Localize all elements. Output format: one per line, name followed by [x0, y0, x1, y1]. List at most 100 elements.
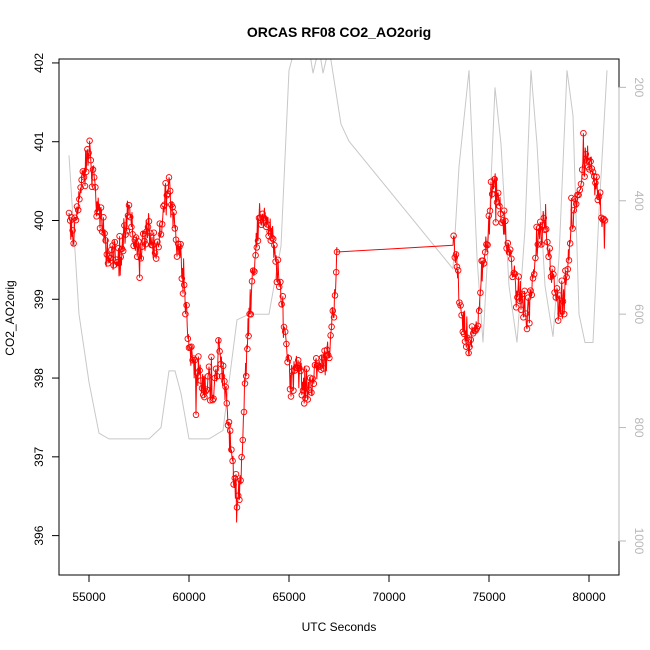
- co2-point: [117, 253, 125, 261]
- x-tick-label-1: 60000: [172, 590, 206, 604]
- co2-point: [556, 292, 563, 299]
- co2-point: [129, 231, 136, 238]
- co2-point: [530, 271, 538, 278]
- co2-point: [133, 253, 141, 260]
- co2-point: [581, 173, 588, 180]
- co2-point: [188, 343, 195, 350]
- co2-point: [331, 292, 339, 299]
- co2-point: [467, 336, 475, 344]
- co2-point: [234, 492, 242, 499]
- co2-point: [553, 285, 561, 292]
- co2-point: [245, 332, 252, 340]
- y-tick-label-0: 396: [32, 525, 46, 545]
- co2-point: [527, 287, 534, 294]
- co2-point: [578, 166, 586, 173]
- co2-point: [596, 189, 604, 196]
- co2-point: [277, 278, 284, 286]
- co2-point: [304, 396, 312, 403]
- co2-point: [287, 393, 295, 400]
- co2-point: [312, 355, 320, 362]
- co2-point: [261, 216, 269, 223]
- co2-point: [158, 221, 166, 228]
- co2-point: [522, 310, 530, 317]
- co2-point: [89, 166, 97, 173]
- co2-point: [560, 310, 568, 318]
- co2-point: [70, 240, 77, 247]
- co2-point: [274, 256, 282, 264]
- y2-tick-label-2: 600: [632, 304, 646, 324]
- co2-point: [247, 311, 255, 318]
- co2-point: [121, 222, 128, 229]
- plot-frame: [58, 58, 620, 576]
- co2-point: [600, 215, 608, 223]
- co2-point: [173, 253, 181, 260]
- co2-point: [163, 192, 171, 199]
- co2-point: [111, 238, 119, 246]
- co2-point: [534, 241, 542, 248]
- co2-point: [544, 238, 551, 246]
- co2-point: [488, 190, 496, 198]
- co2-point: [450, 232, 457, 240]
- co2-point: [208, 353, 215, 361]
- co2-point: [565, 257, 573, 264]
- co2-point: [466, 343, 473, 351]
- co2-point: [464, 334, 471, 342]
- co2-point: [166, 187, 174, 195]
- y-tick-label-4: 400: [32, 210, 46, 230]
- co2-point: [566, 240, 574, 247]
- co2-point: [165, 174, 173, 181]
- co2-point: [259, 210, 266, 218]
- co2-point: [550, 271, 557, 278]
- co2-series-line: [68, 133, 606, 523]
- co2-point: [191, 356, 199, 364]
- co2-point: [73, 203, 81, 210]
- co2-point: [192, 411, 200, 419]
- co2-point: [542, 225, 550, 233]
- co2-point: [212, 365, 220, 373]
- y-axis-label: CO2_AO2orig: [3, 280, 17, 355]
- co2-point: [297, 367, 304, 375]
- co2-point: [184, 335, 192, 342]
- co2-point: [101, 230, 108, 237]
- co2-point: [86, 137, 93, 145]
- x-axis: 55000 60000 65000 70000 75000 80000: [72, 574, 606, 604]
- co2-point: [88, 183, 96, 191]
- co2-point: [269, 235, 277, 243]
- co2-point: [318, 354, 326, 361]
- co2-point: [216, 348, 223, 355]
- right-axis-series-layer: [68, 59, 608, 440]
- co2-point: [77, 184, 84, 191]
- co2-point: [538, 241, 545, 248]
- co2-point: [557, 310, 564, 317]
- co2-point: [244, 345, 251, 353]
- co2-point: [532, 254, 539, 262]
- co2-point: [106, 254, 114, 262]
- co2-point: [233, 504, 241, 511]
- co2-point: [177, 240, 184, 248]
- x-tick-label-2: 65000: [272, 590, 306, 604]
- y-tick-label-1: 397: [32, 447, 46, 467]
- co2-point: [494, 189, 502, 197]
- co2-point: [108, 246, 115, 254]
- co2-point: [204, 373, 212, 380]
- co2-point: [95, 207, 103, 215]
- co2-point: [271, 241, 278, 249]
- co2-point: [115, 244, 122, 252]
- y-tick-label-3: 399: [32, 289, 46, 309]
- co2-point: [508, 255, 515, 262]
- co2-point: [72, 216, 80, 224]
- co2-point: [264, 221, 271, 228]
- co2-point: [456, 299, 463, 306]
- co2-point: [558, 277, 566, 284]
- co2-point: [517, 306, 525, 313]
- co2-point: [203, 386, 211, 393]
- co2-point: [74, 206, 82, 214]
- co2-point: [552, 294, 560, 301]
- co2-series-layer: [65, 129, 609, 523]
- co2-point: [601, 217, 609, 224]
- co2-point: [260, 214, 268, 221]
- co2-point: [320, 365, 327, 372]
- co2-point: [580, 129, 587, 137]
- co2-point: [523, 325, 531, 333]
